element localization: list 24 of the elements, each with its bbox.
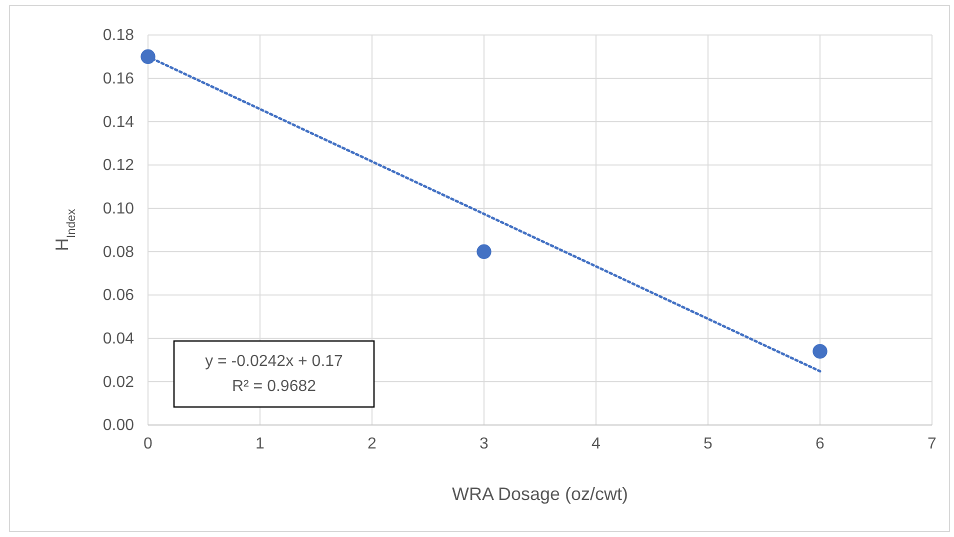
- y-tick-label: 0.02: [102, 374, 134, 391]
- y-tick-label: 0.10: [102, 200, 134, 218]
- y-tick-label: 0.00: [102, 417, 134, 434]
- x-axis-title: WRA Dosage (oz/cwt): [452, 484, 628, 504]
- y-tick-label: 0.08: [102, 244, 134, 261]
- point: [476, 244, 492, 260]
- x-tick-label: 7: [928, 435, 937, 452]
- x-tick-label: 6: [816, 435, 825, 452]
- annotation: y = -0.0242x + 0.17: [205, 353, 344, 370]
- y-tick-label: 0.12: [102, 157, 134, 174]
- y-tick-label: 0.04: [102, 330, 134, 348]
- y-tick-label: 0.18: [102, 27, 134, 44]
- y-tick-label: 0.06: [102, 287, 134, 304]
- x-tick-label: 2: [368, 435, 377, 452]
- x-tick-label: 4: [592, 435, 601, 452]
- x-tick-label: 5: [704, 435, 713, 452]
- x-tick-label: 3: [480, 435, 489, 452]
- y-tick-label: 0.14: [102, 114, 134, 131]
- x-tick-label: 1: [256, 435, 265, 452]
- point: [140, 49, 156, 64]
- x-tick-label: 0: [144, 435, 153, 452]
- y-tick-label: 0.16: [102, 70, 134, 88]
- annotation: R² = 0.9682: [232, 378, 316, 395]
- point: [812, 344, 828, 359]
